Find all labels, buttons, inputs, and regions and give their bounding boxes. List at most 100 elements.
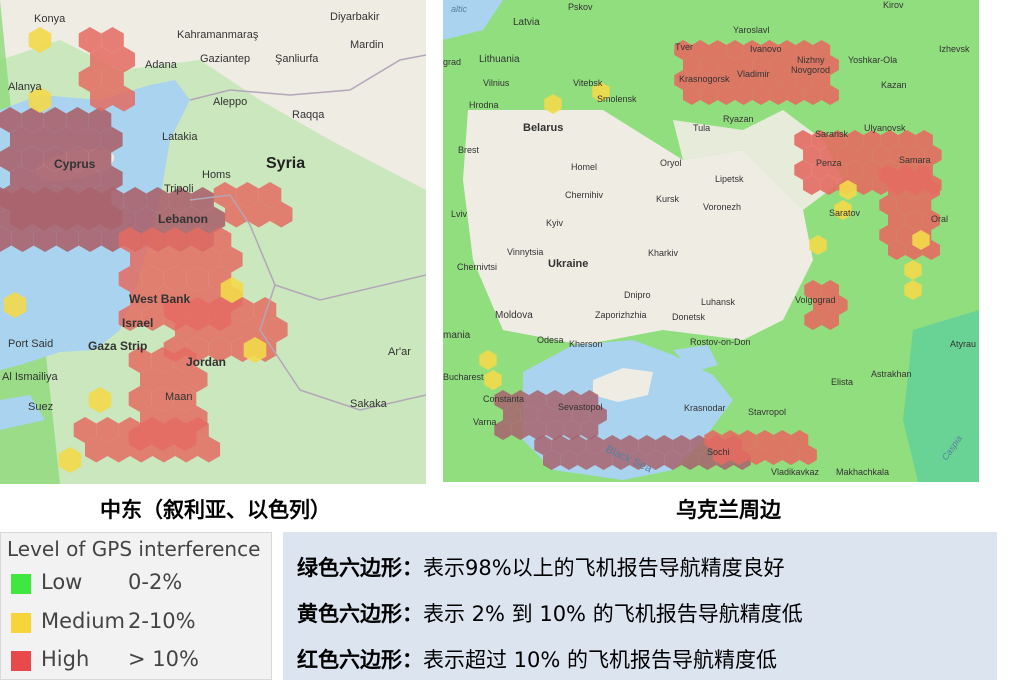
hexagon-cell	[879, 165, 897, 185]
label-homs: Homs	[202, 169, 231, 181]
hexagon-cell	[572, 405, 590, 425]
label-hrodna: Hrodna	[469, 100, 499, 110]
hexagon-cell	[863, 160, 881, 180]
label-rostov: Rostov-on-Don	[690, 337, 751, 347]
hexagon-cell	[28, 27, 52, 53]
hexagon-cell	[112, 85, 135, 112]
hexagon-cell	[494, 390, 512, 410]
legend-row-high: High > 10%	[11, 647, 271, 673]
label-atyrau: Atyrau	[950, 339, 976, 349]
label-tver: Tver	[675, 42, 693, 52]
hexagon-cell	[77, 165, 101, 192]
hexagon-cell	[896, 225, 914, 245]
hexagon-cell	[100, 126, 123, 153]
hexagon-cell	[128, 347, 152, 373]
label-lebanon: Lebanon	[158, 212, 208, 226]
hexagon-cell	[726, 40, 744, 60]
hexagon-cell	[163, 266, 187, 292]
hexagon-cell	[896, 165, 914, 185]
hexagon-cell	[721, 430, 739, 450]
hexagon-cell	[58, 447, 82, 473]
crimea	[593, 368, 653, 402]
hexagon-cell	[90, 85, 113, 112]
hexagon-cell	[580, 390, 599, 410]
hexagon-cell	[157, 206, 181, 233]
hexagon-cell	[529, 420, 547, 440]
hexagon-cell	[32, 165, 55, 192]
hexagon-cell	[55, 165, 78, 192]
hexagon-cell	[795, 40, 813, 60]
label-novgorod: Novgorod	[791, 65, 830, 75]
hexagon-cell	[151, 386, 174, 412]
hexagon-cell	[846, 160, 864, 180]
hexagon-cell	[479, 350, 497, 370]
label-mardin: Mardin	[350, 39, 384, 51]
hexagon-cell	[655, 435, 673, 455]
hexagon-cell	[912, 230, 930, 250]
hexagon-cell	[586, 435, 604, 455]
hexagon-cell	[10, 126, 33, 153]
hexagon-cell	[270, 201, 293, 228]
middle-east-map[interactable]: Konya Kahramanmaraş Diyarbakir Gaziantep…	[0, 0, 426, 484]
legend-title: Level of GPS interference	[7, 537, 261, 561]
hexagon-cell	[905, 210, 923, 230]
label-ukraine: Ukraine	[548, 258, 588, 270]
hexagon-cell	[163, 417, 187, 443]
label-suez: Suez	[28, 401, 53, 413]
hexagon-cell	[511, 420, 529, 440]
hexagon-cell	[760, 70, 779, 90]
hexagon-cell	[128, 386, 152, 412]
hexagon-cell	[629, 450, 647, 470]
hexagon-cell	[220, 277, 244, 303]
hexagon-cell	[484, 370, 502, 390]
hexagon-cell	[730, 445, 748, 465]
hexagon-cell	[799, 445, 817, 465]
hexagon-cell	[186, 227, 209, 253]
hexagon-cell	[560, 450, 578, 470]
label-saransk: Saransk	[815, 129, 849, 139]
hexagon-cell	[152, 436, 176, 463]
hexagon-cell	[141, 227, 164, 253]
hexagon-cell	[778, 70, 796, 90]
hexagon-cell	[717, 55, 735, 75]
hexagon-cell	[756, 430, 774, 450]
hexagon-cell	[794, 160, 812, 180]
ukraine-caption: 乌克兰周边	[676, 498, 781, 522]
hexagon-cell	[175, 436, 198, 463]
hexagon-cell	[33, 226, 57, 252]
hexagon-cell	[78, 187, 102, 213]
hexagon-cell	[118, 417, 142, 443]
hexagon-cell	[612, 450, 630, 470]
hexagon-cell	[3, 292, 27, 318]
hexagon-cell	[846, 130, 864, 150]
label-konya: Konya	[34, 13, 66, 25]
hexagon-cell	[872, 145, 890, 165]
hexagon-cell	[90, 46, 113, 73]
hexagon-cell	[812, 70, 831, 90]
note-green-term: 绿色六边形：	[297, 556, 423, 580]
hexagon-cell	[191, 187, 214, 213]
hexagon-cell	[88, 146, 112, 172]
note-green-desc: 表示98%以上的飞机报告导航精度良好	[423, 556, 785, 580]
label-moldova: Moldova	[495, 310, 533, 321]
label-sakaka: Sakaka	[350, 398, 388, 410]
label-west-bank: West Bank	[129, 292, 190, 306]
hexagon-cell	[889, 145, 907, 165]
hexagon-cell	[220, 246, 243, 273]
ukraine-map[interactable]: Latvia Pskov Yaroslavl Kirov Ivanovo Tve…	[443, 0, 979, 482]
label-adana: Adana	[145, 59, 178, 71]
label-brest: Brest	[458, 145, 480, 155]
note-red-desc: 表示超过 10% 的飞机报告导航精度低	[423, 648, 778, 672]
hexagon-cell	[73, 417, 97, 443]
hexagon-cell	[101, 27, 124, 53]
hexagon-cell	[534, 435, 552, 455]
hexagon-cell	[773, 430, 791, 450]
hexagon-cell	[43, 146, 67, 172]
legend-range-low: 0-2%	[128, 570, 183, 594]
hexagon-cell	[803, 175, 821, 195]
label-al-ismailiya: Al Ismailiya	[2, 371, 59, 383]
hexagon-cell	[709, 70, 727, 90]
hexagon-cell	[683, 55, 701, 75]
hexagon-cell	[717, 85, 735, 105]
hexagon-cell	[829, 130, 847, 150]
